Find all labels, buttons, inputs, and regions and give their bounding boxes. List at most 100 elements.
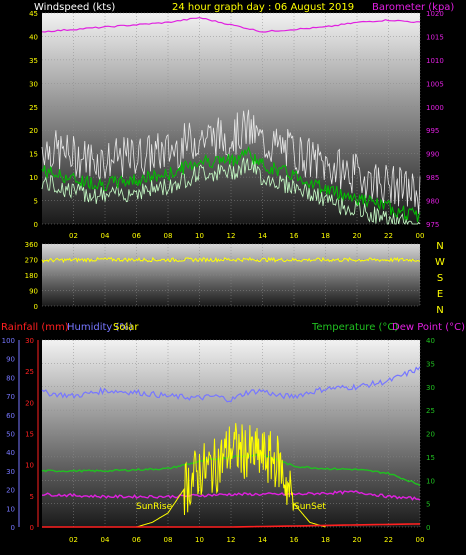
rainfall-axis-ticks: 0 5 10 15 20 25 30 xyxy=(25,337,39,532)
windspeed-tick-label: 10 xyxy=(29,174,38,182)
rainfall-tick-label: 25 xyxy=(25,368,34,376)
direction-panel-grid xyxy=(42,243,421,307)
humidity-axis-title: Humidity (%) xyxy=(67,322,133,333)
time-tick-label: 02 xyxy=(69,536,78,544)
time-tick-label: 18 xyxy=(321,536,330,544)
time-tick-label: 10 xyxy=(195,232,204,240)
barometer-tick-label: 985 xyxy=(426,174,439,182)
barometer-axis-title: Barometer (kpa) xyxy=(372,2,454,13)
temperature-axis-title: Temperature (°C) xyxy=(311,322,398,333)
time-tick-label: 14 xyxy=(258,536,267,544)
barometer-tick-label: 1015 xyxy=(426,33,444,41)
time-tick-label: 22 xyxy=(384,232,393,240)
temperature-tick-label: 5 xyxy=(426,501,430,509)
top-panel-grid xyxy=(42,12,421,225)
time-tick-label: 20 xyxy=(353,232,362,240)
temperature-tick-label: 35 xyxy=(426,360,435,368)
compass-label-e: E xyxy=(437,289,443,300)
time-tick-label: 08 xyxy=(164,536,173,544)
barometer-tick-label: 1010 xyxy=(426,57,444,65)
windspeed-tick-label: 25 xyxy=(29,104,38,112)
time-tick-label: 04 xyxy=(101,232,110,240)
temperature-tick-label: 25 xyxy=(426,407,435,415)
windspeed-tick-label: 20 xyxy=(29,127,38,135)
humidity-tick-label: 20 xyxy=(6,487,15,495)
time-tick-label: 22 xyxy=(384,536,393,544)
rainfall-tick-label: 15 xyxy=(25,431,34,439)
time-tick-label: 06 xyxy=(132,536,141,544)
temperature-axis-ticks: 0 5 10 15 20 25 30 35 40 xyxy=(426,337,435,532)
rainfall-tick-label: 10 xyxy=(25,462,34,470)
direction-tick-label: 360 xyxy=(25,241,38,249)
sunset-label: SunSet xyxy=(294,502,326,512)
temperature-tick-label: 30 xyxy=(426,384,435,392)
time-tick-label: 04 xyxy=(101,536,110,544)
direction-tick-label: 270 xyxy=(25,257,38,265)
time-tick-label: 08 xyxy=(164,232,173,240)
dewpoint-axis-title: Dew Point (°C) xyxy=(392,322,465,333)
temperature-tick-label: 10 xyxy=(426,477,435,485)
humidity-axis-ticks: 0 10 20 30 40 50 60 70 80 90 100 xyxy=(2,337,20,532)
humidity-tick-label: 10 xyxy=(6,505,15,513)
windspeed-tick-label: 40 xyxy=(29,33,38,41)
dewpoint-line xyxy=(42,490,421,501)
windspeed-axis-title: Windspeed (kts) xyxy=(34,2,115,13)
direction-panel-series xyxy=(41,256,421,264)
time-tick-label: 14 xyxy=(258,232,267,240)
direction-tick-label: 180 xyxy=(25,272,38,280)
top-panel-series xyxy=(41,16,421,226)
barometer-tick-label: 1000 xyxy=(426,104,444,112)
compass-label-s: S xyxy=(437,273,443,284)
windspeed-line xyxy=(41,145,421,223)
temperature-tick-label: 15 xyxy=(426,454,435,462)
solar-axis-title: Solar xyxy=(113,322,139,333)
time-tick-label: 16 xyxy=(290,536,299,544)
time-tick-label: 00 xyxy=(416,232,425,240)
humidity-tick-label: 60 xyxy=(6,412,15,420)
humidity-tick-label: 40 xyxy=(6,449,15,457)
barometer-axis-ticks: 975 980 985 990 995 1000 1005 1010 1015 1020 xyxy=(426,10,444,229)
windspeed-tick-label: 30 xyxy=(29,80,38,88)
windspeed-tick-label: 0 xyxy=(34,221,38,229)
wind-low-line xyxy=(41,157,421,226)
rainfall-axis-title: Rainfall (mm) xyxy=(1,322,69,333)
humidity-tick-label: 100 xyxy=(2,337,15,345)
time-tick-label: 10 xyxy=(195,536,204,544)
time-tick-label: 18 xyxy=(321,232,330,240)
compass-label-w: W xyxy=(435,257,445,268)
barometer-tick-label: 980 xyxy=(426,198,439,206)
barometer-tick-label: 1005 xyxy=(426,80,444,88)
top-time-axis-ticks: 02 04 06 08 10 12 14 16 18 20 22 00 xyxy=(69,232,424,240)
windspeed-axis-ticks: 0 5 10 15 20 25 30 35 40 45 xyxy=(29,10,38,229)
bottom-panel-series xyxy=(41,366,421,528)
time-tick-label: 12 xyxy=(227,536,236,544)
solar-line xyxy=(136,423,326,528)
humidity-tick-label: 70 xyxy=(6,393,15,401)
barometer-tick-label: 1020 xyxy=(426,10,444,18)
time-tick-label: 20 xyxy=(353,536,362,544)
windspeed-tick-label: 35 xyxy=(29,57,38,65)
sunrise-label: SunRise xyxy=(136,502,173,512)
direction-tick-label: 0 xyxy=(34,303,38,311)
rainfall-tick-label: 0 xyxy=(30,524,34,532)
temperature-tick-label: 20 xyxy=(426,431,435,439)
bottom-panel: 0 10 20 30 40 50 60 70 80 90 100 0 5 10 15 20 25 30 0 5 10… xyxy=(2,337,435,544)
humidity-tick-label: 80 xyxy=(6,374,15,382)
temperature-tick-label: 40 xyxy=(426,337,435,345)
time-tick-label: 02 xyxy=(69,232,78,240)
bottom-time-axis-ticks: 02 04 06 08 10 12 14 16 18 20 22 00 xyxy=(69,536,424,544)
barometer-tick-label: 995 xyxy=(426,127,439,135)
humidity-line xyxy=(41,366,421,403)
windspeed-tick-label: 5 xyxy=(34,198,38,206)
windspeed-tick-label: 45 xyxy=(29,10,38,18)
humidity-tick-label: 50 xyxy=(6,431,15,439)
direction-tick-label: 90 xyxy=(29,288,38,296)
temperature-tick-label: 0 xyxy=(426,524,430,532)
compass-label-n: N xyxy=(436,241,443,252)
direction-axis-ticks: 0 90 180 270 360 xyxy=(25,241,38,311)
wind-direction-line xyxy=(41,256,421,264)
